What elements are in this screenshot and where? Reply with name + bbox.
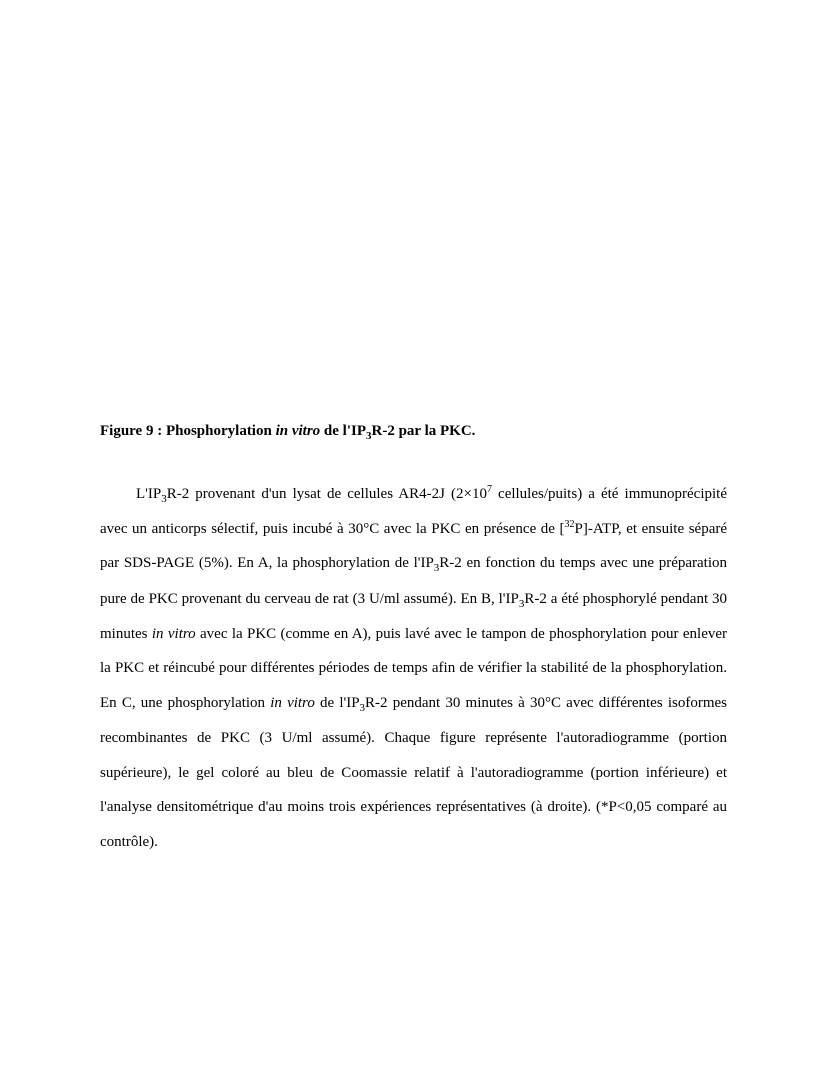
figure-label-prefix: Figure 9 : Phosphorylation [100, 423, 276, 439]
body-sup-2: 32 [565, 519, 575, 530]
body-seg-8: de l'IP [315, 695, 360, 711]
figure-label-italic: in vitro [276, 423, 321, 439]
body-italic-2: in vitro [270, 695, 315, 711]
page-content: Figure 9 : Phosphorylation in vitro de l… [100, 420, 727, 859]
body-seg-9: R-2 pendant 30 minutes à 30°C avec diffé… [100, 695, 727, 850]
figure-title: Figure 9 : Phosphorylation in vitro de l… [100, 420, 727, 445]
figure-caption-body: L'IP3R-2 provenant d'un lysat de cellule… [100, 477, 727, 860]
figure-label-rest: de l'IP [320, 423, 366, 439]
body-seg-2: R-2 provenant d'un lysat de cellules AR4… [167, 486, 487, 502]
figure-label-end: R-2 par la PKC. [372, 423, 476, 439]
body-seg-1: L'IP [136, 486, 161, 502]
body-italic-1: in vitro [152, 626, 196, 642]
